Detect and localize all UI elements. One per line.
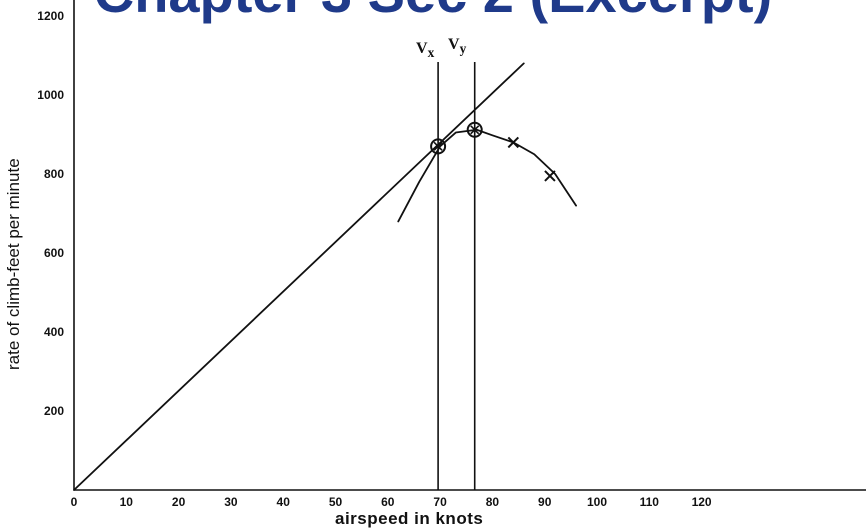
y-tick-label: 1000 — [37, 88, 64, 102]
vx-label-main: V — [416, 40, 428, 57]
vy-label-main: V — [448, 36, 460, 53]
x-tick-label: 60 — [381, 495, 395, 509]
vx-label: Vx — [416, 40, 434, 61]
circle-marker-cross — [433, 141, 443, 151]
circle-marker-cross — [470, 125, 480, 135]
tangent-line — [73, 62, 525, 491]
x-tick-label: 50 — [329, 495, 343, 509]
x-tick-label: 100 — [587, 495, 607, 509]
x-axis-label: airspeed in knots — [335, 509, 484, 528]
y-tick-label: 600 — [44, 246, 64, 260]
x-tick-label: 80 — [486, 495, 500, 509]
x-tick-label: 90 — [538, 495, 552, 509]
x-marker — [507, 136, 520, 149]
x-tick-label: 40 — [277, 495, 291, 509]
x-tick-label: 20 — [172, 495, 186, 509]
x-marker — [544, 170, 556, 182]
x-tick-label: 0 — [71, 495, 78, 509]
chart-title: Chapter 3 Sec 2 (Excerpt) — [0, 0, 866, 25]
x-tick-label: 120 — [692, 495, 712, 509]
circle-marker — [430, 138, 447, 155]
y-axis-label: rate of climb-feet per minute — [4, 158, 23, 370]
y-tick-label: 1200 — [37, 9, 64, 23]
x-tick-label: 30 — [224, 495, 238, 509]
x-tick-label: 110 — [640, 495, 660, 509]
x-tick-label: 10 — [120, 495, 134, 509]
y-tick-label: 800 — [44, 167, 64, 181]
vy-label: Vy — [448, 36, 466, 57]
y-tick-label: 200 — [44, 404, 64, 418]
circle-marker — [466, 121, 483, 138]
climb-performance-curve — [397, 128, 577, 223]
vy-label-sub: y — [459, 41, 467, 57]
y-tick-label: 400 — [44, 325, 64, 339]
vx-label-sub: x — [427, 45, 435, 61]
x-tick-label: 70 — [433, 495, 447, 509]
